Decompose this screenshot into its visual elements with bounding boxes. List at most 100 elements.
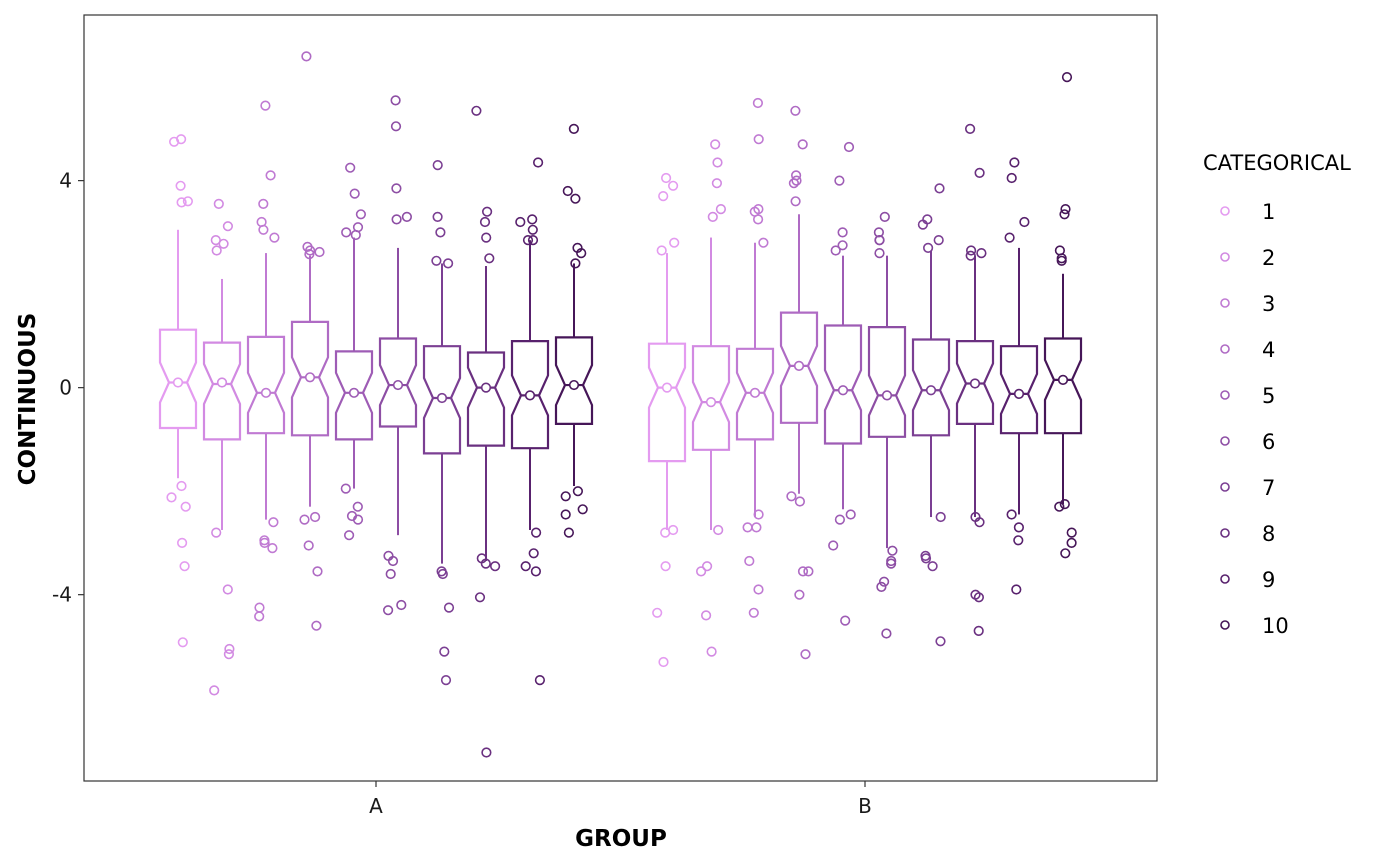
outlier-point [312, 566, 323, 577]
mean-point [881, 390, 893, 401]
mean-point [392, 379, 404, 391]
outlier-point [560, 491, 571, 502]
outlier-point [213, 198, 224, 209]
outlier-point [1013, 522, 1025, 533]
outlier-point [758, 237, 769, 248]
outlier-point [878, 576, 890, 587]
y-axis-title: CONTINUOUS [15, 313, 41, 486]
outlier-point [310, 511, 321, 523]
outlier-point [520, 561, 531, 572]
outlier-point [1006, 172, 1017, 184]
outlier-point [435, 227, 446, 238]
outlier-point [712, 157, 723, 168]
outlier-point [830, 245, 841, 256]
outlier-point [355, 209, 367, 220]
outlier-point [753, 509, 764, 520]
outlier-point [527, 214, 538, 225]
outlier-point [254, 611, 265, 622]
outlier-point [530, 566, 542, 577]
mean-point [260, 387, 272, 398]
outlier-point [474, 592, 486, 603]
outlier-point [840, 615, 851, 626]
outlier-point [1066, 537, 1077, 549]
outlier-point [568, 123, 580, 134]
mean-point [524, 390, 536, 401]
legend-key [1220, 252, 1230, 262]
outlier-point [660, 172, 672, 184]
outlier-point [843, 141, 855, 153]
outlier-point [715, 204, 727, 215]
outlier-point [530, 527, 542, 538]
mean-point [304, 372, 316, 383]
mean-point [705, 397, 717, 408]
outlier-point [695, 566, 707, 577]
outlier-point [180, 501, 191, 512]
outlier-point [1060, 548, 1071, 559]
outlier-point [570, 193, 581, 204]
notched-box [1043, 337, 1083, 435]
outlier-point [656, 245, 667, 256]
legend-label: 5 [1262, 384, 1275, 408]
outlier-point [260, 100, 271, 111]
outlier-point [1061, 71, 1073, 83]
outlier-point [837, 227, 848, 238]
outlier-point [182, 196, 193, 207]
notched-box [202, 341, 242, 441]
y-tick-label: 0 [59, 376, 72, 400]
outlier-point [340, 483, 351, 494]
outlier-point [176, 480, 187, 492]
outlier-point [834, 175, 845, 186]
outlier-point [700, 610, 712, 621]
outlier-point [527, 224, 538, 235]
outlier-point [482, 206, 493, 217]
outlier-point [391, 183, 402, 194]
outlier-point [935, 636, 946, 647]
outlier-point [1066, 527, 1077, 538]
box-A-6 [378, 95, 418, 616]
outlier-point [515, 216, 526, 228]
outlier-point [350, 229, 361, 241]
outlier-point [706, 646, 717, 657]
outlier-point [385, 568, 396, 580]
outlier-point [314, 246, 325, 258]
legend-key [1220, 344, 1230, 354]
notched-box [867, 326, 907, 438]
outlier-point [660, 527, 671, 538]
outlier-point [443, 602, 455, 613]
outlier-point [267, 542, 278, 554]
x-axis-title: GROUP [575, 826, 667, 852]
boxes-layer [158, 51, 1083, 758]
outlier-point [973, 592, 985, 603]
box-B-2 [691, 139, 731, 657]
outlier-point [572, 486, 584, 497]
box-B-5 [823, 141, 863, 626]
outlier-point [560, 509, 571, 520]
outlier-point [437, 568, 448, 580]
plot-panel-border [83, 14, 1158, 782]
outlier-point [874, 248, 885, 259]
outlier-point [258, 198, 269, 209]
mean-point [480, 382, 492, 393]
outlier-point [175, 180, 186, 191]
legend-key [1220, 390, 1230, 400]
outlier-point [480, 558, 491, 569]
box-B-6 [867, 211, 907, 639]
outlier-point [303, 540, 314, 551]
outlier-point [179, 561, 190, 572]
x-tick-label: A [369, 794, 383, 818]
outlier-point [301, 51, 312, 62]
outlier-point [917, 219, 929, 230]
outlier-point [218, 238, 229, 249]
mean-point [436, 392, 448, 404]
mean-point [661, 382, 673, 393]
box-A-10 [554, 123, 594, 538]
outlier-point [440, 674, 452, 686]
y-tick-label: 4 [59, 169, 72, 193]
outlier-point [432, 160, 443, 171]
outlier-point [1019, 216, 1030, 228]
legend-label: 7 [1262, 476, 1275, 500]
outlier-point [879, 211, 890, 222]
outlier-point [166, 492, 177, 503]
mean-point [793, 360, 805, 372]
mean-point [925, 385, 937, 396]
